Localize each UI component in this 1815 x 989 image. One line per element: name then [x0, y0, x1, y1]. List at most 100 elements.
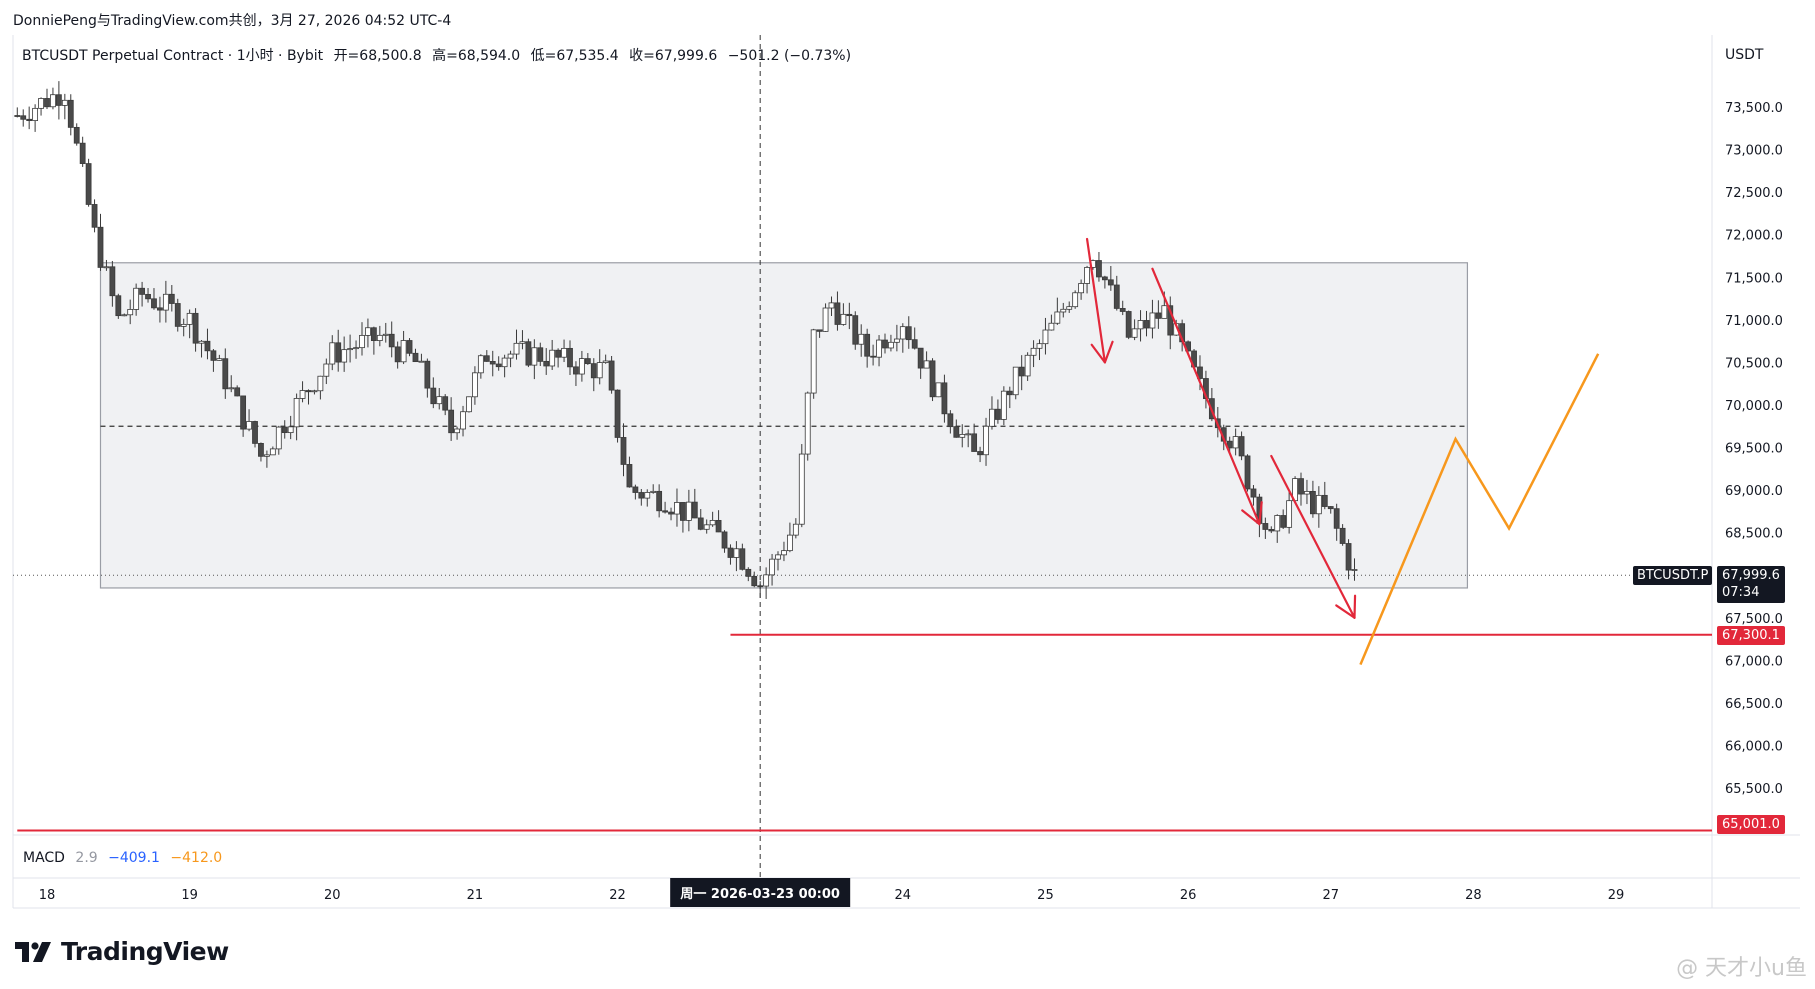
- candle-body: [234, 387, 241, 397]
- candle-body: [252, 421, 258, 444]
- tradingview-logo[interactable]: TradingView: [15, 937, 229, 966]
- down-arrow-2-head-2: [1241, 509, 1261, 526]
- candle-body: [204, 340, 211, 352]
- price-tick-label: 66,000.0: [1725, 739, 1783, 754]
- candle-body: [1315, 494, 1322, 515]
- candle-body: [828, 302, 835, 309]
- candle-body: [442, 396, 449, 411]
- candle-body: [935, 382, 942, 398]
- candle-body: [1339, 527, 1346, 544]
- candle-body: [691, 501, 698, 519]
- currency-label[interactable]: USDT: [1725, 47, 1764, 63]
- candle-body: [121, 314, 128, 317]
- candle-body: [483, 355, 490, 362]
- candle-body: [20, 115, 27, 120]
- down-arrow-1-head-2: [1090, 343, 1106, 364]
- candle-body: [347, 348, 354, 351]
- candle-body: [1101, 276, 1108, 281]
- symbol-legend: BTCUSDT Perpetual Contract · 1小时 · Bybit…: [22, 45, 857, 65]
- candle-body: [394, 346, 401, 363]
- macd-value-3: −412.0: [170, 850, 223, 866]
- candle-body: [757, 585, 764, 588]
- candle-body: [1107, 279, 1114, 286]
- candle-body: [662, 510, 668, 513]
- candle-body: [864, 333, 871, 357]
- time-tick-label: 29: [1608, 888, 1625, 903]
- candle-body: [1327, 506, 1334, 510]
- price-tick-label: 66,500.0: [1725, 697, 1783, 712]
- candle-body: [216, 358, 223, 361]
- candle-body: [335, 342, 342, 363]
- price-tick-label: 71,000.0: [1725, 314, 1783, 329]
- macd-legend[interactable]: MACD 2.9 −409.1 −412.0: [23, 850, 228, 866]
- candle-body: [1006, 390, 1013, 396]
- candle-body: [852, 315, 859, 345]
- candle-body: [763, 574, 770, 587]
- symbol-description[interactable]: BTCUSDT Perpetual Contract · 1小时 · Bybit: [22, 48, 324, 64]
- price-tick-label: 72,500.0: [1725, 186, 1783, 201]
- candle-body: [1125, 311, 1132, 338]
- candle-body: [317, 375, 324, 392]
- price-tick-label: 73,000.0: [1725, 144, 1783, 159]
- candle-body: [733, 548, 740, 558]
- candle-body: [1042, 329, 1049, 345]
- candle-body: [258, 443, 264, 457]
- candle-body: [876, 339, 882, 358]
- candle-body: [180, 323, 187, 327]
- candle-body: [388, 333, 395, 348]
- candle-body: [281, 426, 288, 434]
- candle-body: [1167, 305, 1174, 336]
- candle-body: [596, 362, 603, 379]
- candle-body: [477, 355, 484, 374]
- candle-body: [1351, 569, 1358, 571]
- candle-body: [1030, 347, 1037, 356]
- macd-value-1: 2.9: [75, 850, 98, 866]
- candle-body: [466, 396, 472, 413]
- candle-body: [1149, 312, 1156, 329]
- candle-body: [739, 548, 746, 570]
- candle-body: [1298, 478, 1304, 495]
- candle-body: [989, 408, 995, 427]
- time-tick-label: 28: [1465, 888, 1482, 903]
- ohlc-open: 开=68,500.8: [333, 48, 422, 64]
- projection-path: [1359, 353, 1600, 666]
- candle-body: [1054, 311, 1061, 324]
- candle-body: [816, 329, 823, 332]
- candle-body: [412, 352, 419, 363]
- candle-body: [1096, 260, 1102, 278]
- candle-body: [775, 554, 781, 560]
- candle-body: [882, 339, 888, 349]
- candle-body: [406, 340, 413, 354]
- time-tick-label: 25: [1037, 888, 1054, 903]
- candle-body: [1250, 488, 1257, 498]
- macd-value-2: −409.1: [108, 850, 160, 866]
- candle-body: [893, 338, 900, 343]
- candle-body: [246, 421, 252, 430]
- price-tick-label: 70,000.0: [1725, 399, 1783, 414]
- last-price-tag: 67,999.6 07:34: [1717, 566, 1785, 603]
- candle-body: [44, 98, 50, 108]
- candle-body: [578, 358, 585, 375]
- candle-body: [275, 426, 282, 450]
- candle-body: [32, 107, 39, 122]
- candle-body: [157, 307, 163, 311]
- candle-body: [1048, 322, 1055, 331]
- price-tick-label: 69,000.0: [1725, 484, 1783, 499]
- symbol-price-tag: BTCUSDT.P: [1633, 566, 1713, 585]
- candle-body: [786, 534, 793, 552]
- candle-body: [911, 339, 918, 349]
- candle-body: [977, 451, 983, 456]
- support-price-tag-2: 65,001.0: [1717, 815, 1785, 834]
- candle-body: [287, 426, 294, 434]
- candle-body: [995, 408, 1001, 420]
- candle-body: [79, 142, 86, 164]
- down-arrow-1: [1085, 237, 1106, 364]
- crosshair-time-tag-bg: [670, 878, 851, 907]
- ohlc-close: 收=67,999.6: [629, 48, 718, 64]
- candle-body: [834, 302, 841, 325]
- candle-body: [644, 492, 651, 499]
- candle-body: [133, 287, 140, 310]
- candle-body: [1274, 515, 1281, 532]
- support-price-tag-1: 67,300.1: [1717, 626, 1785, 645]
